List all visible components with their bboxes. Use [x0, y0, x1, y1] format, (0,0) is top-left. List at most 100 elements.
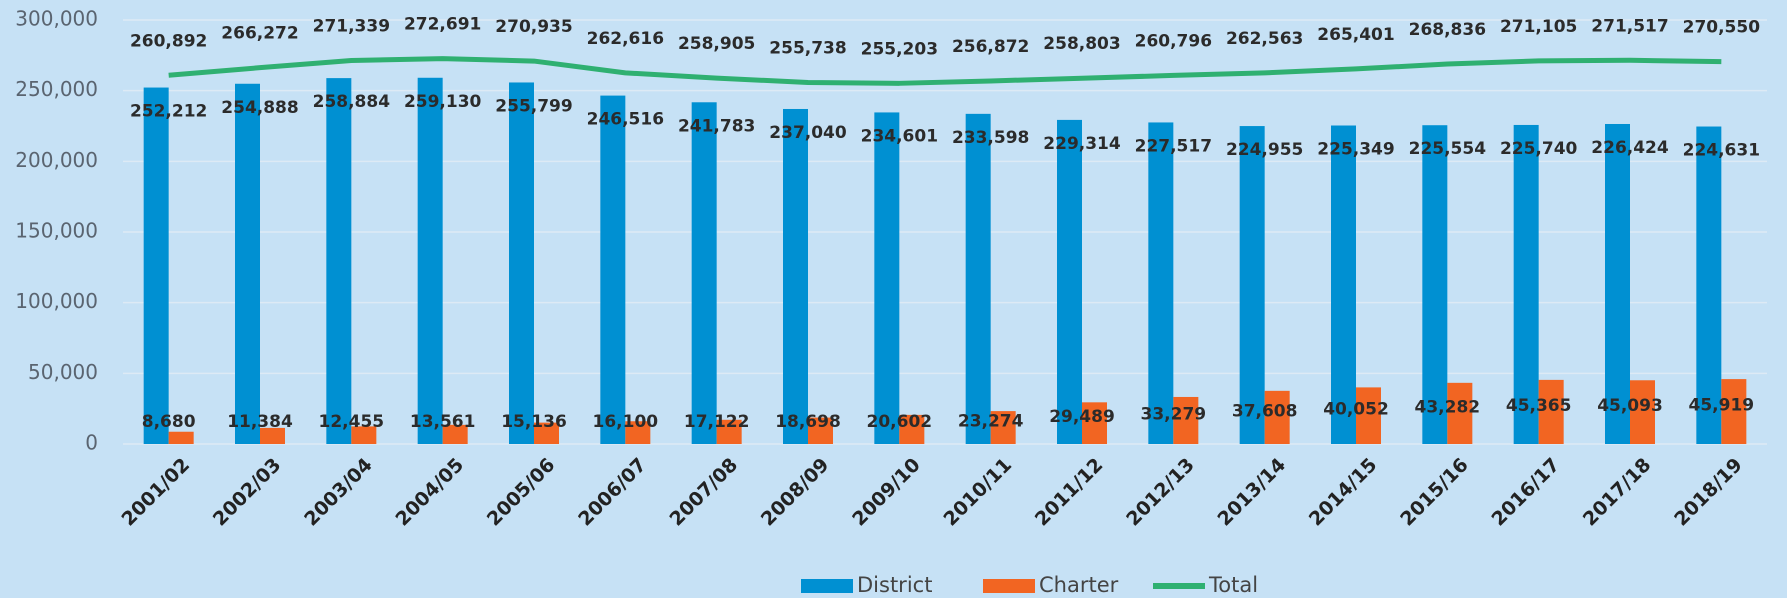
y-tick-label: 100,000	[15, 289, 98, 313]
x-tick-label: 2014/15	[1305, 454, 1382, 531]
bar	[1148, 122, 1174, 445]
data-label: 252,212	[130, 102, 207, 122]
bar	[235, 83, 260, 444]
data-label: 45,365	[1506, 396, 1572, 416]
x-tick-label: 2013/14	[1214, 454, 1291, 531]
bar	[691, 102, 717, 444]
bar	[509, 82, 534, 444]
data-label: 262,616	[587, 29, 664, 49]
x-tick-label: 2012/13	[1122, 454, 1199, 531]
data-label: 43,282	[1415, 397, 1481, 417]
data-label: 23,274	[958, 412, 1024, 432]
x-tick-label: 2002/03	[209, 454, 286, 531]
data-label: 271,339	[313, 17, 390, 37]
bar	[534, 422, 559, 444]
data-label: 234,601	[861, 126, 938, 146]
bar	[1264, 390, 1290, 444]
data-label: 259,130	[404, 92, 482, 112]
bar	[1239, 126, 1265, 444]
bar	[965, 113, 991, 445]
x-tick-label: 2004/05	[392, 454, 469, 531]
data-label: 227,517	[1135, 136, 1212, 156]
data-label: 225,349	[1317, 140, 1394, 160]
data-label: 241,783	[678, 116, 755, 136]
y-tick-label: 50,000	[28, 360, 98, 384]
bar	[899, 414, 925, 444]
data-label: 255,203	[861, 39, 938, 59]
legend-label: Charter	[1039, 573, 1119, 597]
bar	[351, 426, 377, 444]
data-label: 12,455	[319, 412, 385, 432]
data-label: 8,680	[142, 412, 196, 432]
data-label: 225,554	[1409, 139, 1487, 159]
data-label: 237,040	[769, 123, 847, 143]
bar	[874, 112, 900, 444]
data-label: 271,105	[1500, 17, 1577, 37]
x-tick-label: 2011/12	[1031, 454, 1108, 531]
x-tick-label: 2007/08	[666, 454, 743, 531]
data-label: 15,136	[501, 412, 567, 432]
data-label: 265,401	[1317, 25, 1394, 45]
data-label: 225,740	[1500, 139, 1578, 159]
bar	[625, 421, 651, 444]
x-tick-label: 2009/10	[848, 454, 925, 531]
data-label: 255,799	[495, 96, 572, 116]
data-label: 226,424	[1591, 138, 1669, 158]
bar	[783, 108, 808, 445]
data-label: 45,093	[1597, 396, 1663, 416]
data-label: 20,602	[867, 412, 933, 432]
data-label: 254,888	[221, 98, 298, 118]
legend-label: District	[857, 573, 932, 597]
bar	[1447, 382, 1473, 444]
x-tick-label: 2015/16	[1396, 454, 1473, 531]
x-tick-label: 2001/02	[118, 454, 195, 531]
data-label: 258,884	[313, 92, 391, 112]
data-label: 18,698	[775, 412, 841, 432]
data-label: 224,955	[1226, 140, 1303, 160]
bar	[1538, 379, 1564, 444]
bar	[1057, 119, 1082, 444]
data-label: 37,608	[1232, 401, 1298, 421]
bar	[1173, 396, 1199, 444]
data-label: 266,272	[221, 24, 298, 44]
y-tick-label: 250,000	[15, 77, 98, 101]
data-label: 17,122	[684, 412, 750, 432]
bar	[1513, 124, 1539, 444]
data-label: 13,561	[410, 412, 476, 432]
data-label: 258,905	[678, 34, 755, 54]
bar	[168, 431, 194, 444]
bar	[417, 77, 443, 444]
y-tick-label: 0	[85, 431, 98, 455]
bar	[326, 78, 352, 445]
x-tick-label: 2018/19	[1670, 454, 1747, 531]
bar	[1356, 387, 1381, 444]
x-tick-label: 2006/07	[574, 454, 651, 531]
data-label: 224,631	[1683, 141, 1760, 161]
legend-swatch	[983, 579, 1035, 593]
bar	[1331, 125, 1356, 444]
data-label: 256,872	[952, 37, 1029, 57]
x-tick-label: 2017/18	[1579, 454, 1656, 531]
bar	[990, 411, 1016, 444]
bar	[716, 419, 742, 444]
data-label: 258,803	[1043, 34, 1120, 54]
data-label: 260,892	[130, 31, 207, 51]
data-label: 29,489	[1049, 407, 1115, 427]
data-label: 16,100	[593, 412, 659, 432]
data-label: 262,563	[1226, 29, 1303, 49]
data-label: 40,052	[1323, 400, 1389, 420]
data-label: 260,796	[1135, 31, 1212, 51]
bar	[1082, 402, 1107, 444]
y-tick-label: 300,000	[15, 7, 98, 31]
data-label: 246,516	[587, 110, 664, 130]
bar	[442, 424, 468, 444]
data-label: 268,836	[1409, 20, 1486, 40]
data-label: 11,384	[227, 412, 293, 432]
bar	[1721, 379, 1747, 444]
legend-label: Total	[1208, 573, 1258, 597]
x-tick-label: 2016/17	[1488, 454, 1565, 531]
data-label: 229,314	[1043, 134, 1121, 154]
bar	[1422, 125, 1448, 444]
x-tick-label: 2010/11	[940, 454, 1017, 531]
